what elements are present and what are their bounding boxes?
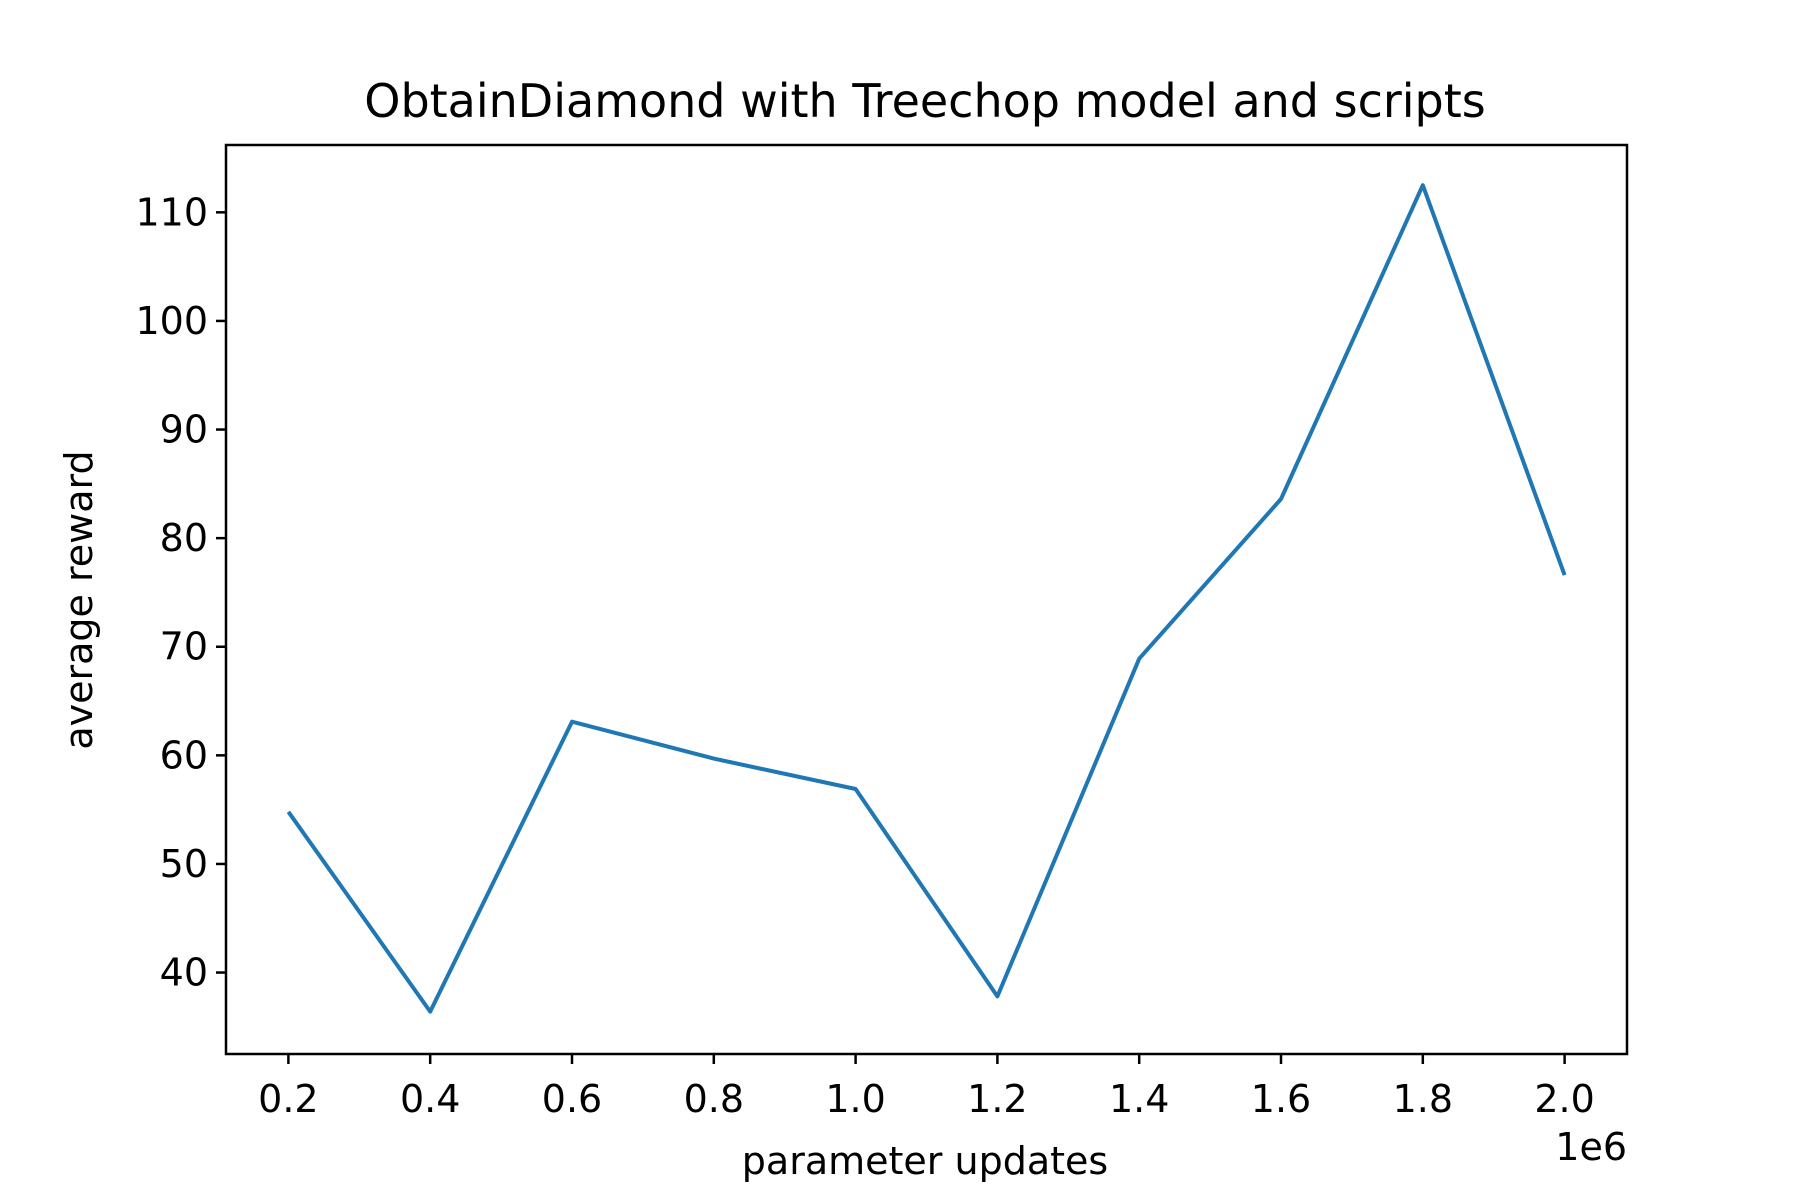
y-tick-label: 110 (135, 190, 208, 234)
x-tick-label: 0.8 (684, 1077, 744, 1121)
y-tick-label: 50 (160, 842, 208, 886)
x-tick-label: 1.8 (1393, 1077, 1453, 1121)
y-tick-label: 90 (160, 408, 208, 452)
series-line (286, 183, 1567, 1014)
x-axis: 0.2 0.4 0.6 0.8 1.0 1.2 1.4 1.6 1.8 2.0 (258, 1054, 1595, 1121)
x-tick-label: 1.4 (1109, 1077, 1169, 1121)
y-tick-label: 70 (160, 625, 208, 669)
x-tick-label: 1.2 (967, 1077, 1027, 1121)
x-tick-label: 0.6 (542, 1077, 602, 1121)
plot-area: 0.2 0.4 0.6 0.8 1.0 1.2 1.4 1.6 1.8 2.0 40 50 60 70 8… (135, 143, 1629, 1121)
chart-title: ObtainDiamond with Treechop model and sc… (364, 74, 1486, 128)
x-tick-label: 0.4 (400, 1077, 460, 1121)
x-axis-label: parameter updates (742, 1139, 1108, 1183)
y-axis: 40 50 60 70 80 90 100 110 (135, 190, 226, 995)
x-axis-offset-label: 1e6 (1555, 1125, 1627, 1169)
y-axis-label: average reward (57, 450, 101, 749)
series-layer (286, 183, 1567, 1014)
x-tick-label: 2.0 (1534, 1077, 1594, 1121)
x-tick-label: 1.0 (825, 1077, 885, 1121)
x-tick-label: 1.6 (1251, 1077, 1311, 1121)
y-tick-label: 60 (160, 733, 208, 777)
axes-frame (224, 143, 1629, 1056)
x-tick-label: 0.2 (258, 1077, 318, 1121)
y-tick-label: 40 (160, 951, 208, 995)
y-tick-label: 100 (135, 299, 208, 343)
y-tick-label: 80 (160, 516, 208, 560)
